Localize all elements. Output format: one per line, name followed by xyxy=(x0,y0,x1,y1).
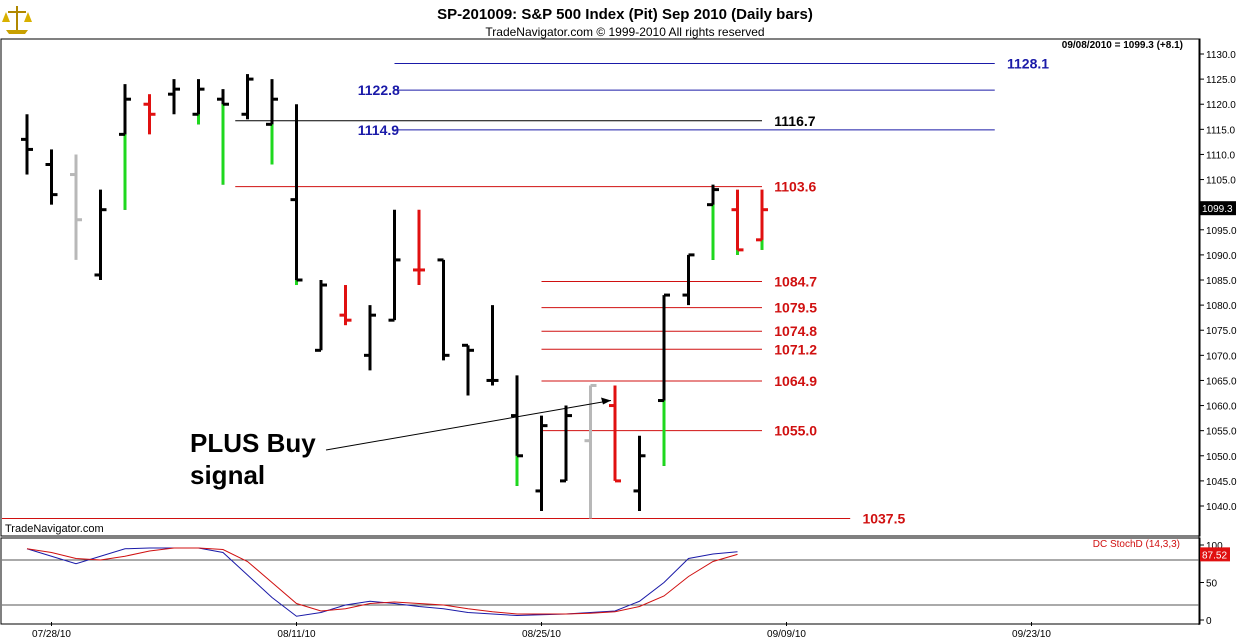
ohlc-bar xyxy=(168,79,180,115)
price-tick-label: 1075.0 xyxy=(1206,326,1237,337)
level-lines: 1128.1 1122.8 1116.7 1114.9 1103.6 1084.7 1079… xyxy=(2,56,1049,527)
date-tick-label: 09/23/10 xyxy=(1012,629,1051,640)
level-label: 1128.1 xyxy=(1007,56,1049,72)
ohlc-bar xyxy=(143,94,156,135)
indicator-tick-label: 100 xyxy=(1206,541,1223,552)
ohlc-bar xyxy=(364,305,376,371)
tradenavigator-logo-icon xyxy=(2,2,32,36)
ohlc-bar xyxy=(633,435,646,512)
price-tick-label: 1095.0 xyxy=(1206,226,1237,237)
price-tick-label: 1050.0 xyxy=(1206,452,1237,463)
price-tick-label: 1085.0 xyxy=(1206,276,1237,287)
indicator-tick-label: 0 xyxy=(1206,616,1212,627)
ohlc-bar xyxy=(462,343,474,396)
date-tick-label: 07/28/10 xyxy=(32,629,71,640)
last-price-info: 09/08/2010 = 1099.3 (+8.1) xyxy=(1062,40,1183,51)
price-axis-ticks: 1040.0 1045.0 1050.0 1055.0 1060.0 1065.0 1070… xyxy=(1199,50,1237,513)
chart-title: SP-201009: S&P 500 Index (Pit) Sep 2010 … xyxy=(437,6,813,23)
ohlc-bar xyxy=(192,79,205,125)
ohlc-bar xyxy=(584,383,597,519)
indicator-title: DC StochD (14,3,3) xyxy=(1093,539,1180,550)
ohlc-bar xyxy=(560,405,572,483)
main-plot-frame xyxy=(0,38,1201,537)
annotation-line-1: PLUS Buy xyxy=(190,428,316,458)
price-tick-label: 1125.0 xyxy=(1206,75,1236,86)
price-tick-label: 1070.0 xyxy=(1206,351,1237,362)
price-tick-label: 1060.0 xyxy=(1206,402,1237,413)
ohlc-bar xyxy=(731,189,744,255)
level-label: 1071.2 xyxy=(774,341,817,357)
price-tick-label: 1105.0 xyxy=(1206,176,1236,187)
ohlc-bar xyxy=(437,258,450,361)
annotation-line-2: signal xyxy=(190,460,265,490)
ohlc-bar xyxy=(535,415,548,512)
level-label: 1074.8 xyxy=(774,323,817,339)
ohlc-bar xyxy=(511,375,523,486)
ohlc-bar xyxy=(339,285,352,326)
price-bars xyxy=(21,74,768,519)
price-tick-label: 1040.0 xyxy=(1206,502,1237,513)
ohlc-bar xyxy=(21,114,33,175)
level-label: 1116.7 xyxy=(774,113,815,129)
indicator-last-label: 87.52 xyxy=(1202,550,1227,561)
ohlc-bar xyxy=(609,385,621,483)
indicator-last-marker xyxy=(1200,547,1230,562)
price-tick-label: 1115.0 xyxy=(1206,125,1236,136)
date-tick-label: 08/25/10 xyxy=(522,629,561,640)
stochastic-series-line xyxy=(26,547,738,617)
price-tick-label: 1080.0 xyxy=(1206,301,1237,312)
chart-subtitle: TradeNavigator.com © 1999-2010 All right… xyxy=(485,25,764,39)
stochastic-series-line xyxy=(26,547,738,615)
ohlc-bar xyxy=(94,189,107,280)
level-label: 1064.9 xyxy=(774,373,817,389)
price-tick-label: 1130.0 xyxy=(1206,50,1236,61)
indicator-frame xyxy=(0,537,1201,625)
ohlc-bar xyxy=(241,74,254,120)
stochastic-indicator: 0 50 100 DC StochD (14,3,3) 87.52 xyxy=(2,539,1230,627)
ohlc-bar xyxy=(119,84,131,210)
ohlc-bar xyxy=(388,209,401,322)
price-tick-label: 1090.0 xyxy=(1206,251,1237,262)
date-tick-label: 09/09/10 xyxy=(767,629,806,640)
level-label: 1084.7 xyxy=(774,274,817,290)
ohlc-bar xyxy=(756,189,768,250)
level-label: 1037.5 xyxy=(862,511,905,527)
ohlc-bar xyxy=(45,149,58,205)
price-tick-label: 1120.0 xyxy=(1206,100,1236,111)
level-label: 1079.5 xyxy=(774,300,817,316)
signal-arrow-head xyxy=(601,397,611,405)
ohlc-bar xyxy=(413,209,425,286)
ohlc-bar xyxy=(682,253,695,306)
ohlc-bar xyxy=(290,104,303,286)
signal-arrow-line xyxy=(325,400,612,451)
ohlc-bar xyxy=(707,184,719,260)
level-label: 1055.0 xyxy=(774,423,817,439)
ohlc-bar xyxy=(266,79,278,165)
date-tick-label: 08/11/10 xyxy=(277,629,316,640)
date-axis-ticks: 07/28/10 08/11/10 08/25/10 09/09/10 09/23/10 xyxy=(32,622,1051,640)
ohlc-bar xyxy=(486,305,499,386)
watermark-text: TradeNavigator.com xyxy=(5,523,104,535)
indicator-tick-label: 50 xyxy=(1206,579,1218,590)
ohlc-bar xyxy=(217,89,229,185)
level-label: 1103.6 xyxy=(774,179,816,195)
ohlc-bar xyxy=(658,293,670,466)
price-tick-label: 1045.0 xyxy=(1206,477,1237,488)
ohlc-bar xyxy=(70,154,82,260)
last-price-label: 1099.3 xyxy=(1202,204,1233,215)
price-tick-label: 1065.0 xyxy=(1206,376,1237,387)
level-label: 1122.8 xyxy=(358,82,400,98)
price-tick-label: 1110.0 xyxy=(1206,150,1236,161)
level-label: 1114.9 xyxy=(358,122,399,138)
ohlc-bar xyxy=(315,280,327,352)
price-tick-label: 1055.0 xyxy=(1206,427,1237,438)
last-price-marker xyxy=(1200,201,1236,216)
